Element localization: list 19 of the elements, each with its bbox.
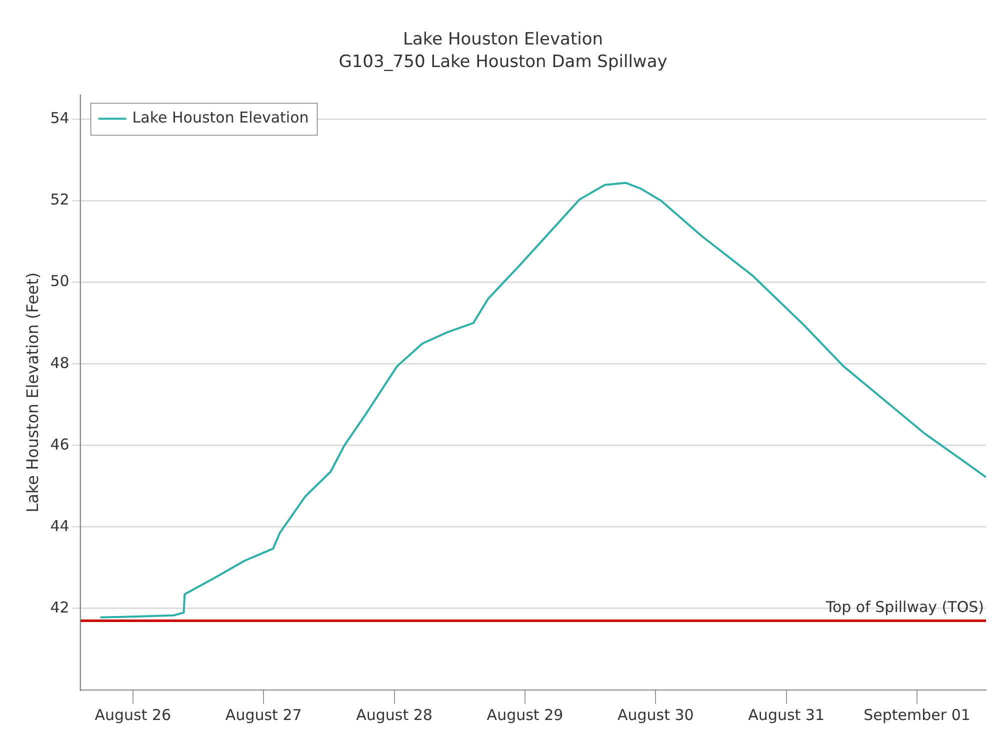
x-tick-label: August 29 <box>486 706 564 724</box>
y-tick-label: 50 <box>50 272 70 290</box>
y-tick-label: 48 <box>50 354 70 372</box>
x-tick-label: August 28 <box>356 706 432 724</box>
x-tick-label: September 01 <box>864 706 970 724</box>
y-axis-title: Lake Houston Elevation (Feet) <box>22 272 42 512</box>
y-tick-label: 44 <box>50 516 70 535</box>
y-tick-label: 54 <box>50 109 70 128</box>
chart-subtitle: G103_750 Lake Houston Dam Spillway <box>338 52 668 72</box>
legend-label: Lake Houston Elevation <box>132 108 309 127</box>
x-tick-label: August 27 <box>225 706 302 724</box>
x-tick-label: August 26 <box>94 706 172 724</box>
x-tick-label: August 31 <box>748 706 825 724</box>
y-tick-label: 46 <box>50 435 70 454</box>
ref-line-label: Top of Spillway (TOS) <box>824 598 984 616</box>
chart-title: Lake Houston Elevation <box>402 30 604 50</box>
y-tick-label: 52 <box>50 190 70 209</box>
x-tick-label: August 30 <box>617 706 694 724</box>
y-tick-label: 42 <box>50 598 70 616</box>
